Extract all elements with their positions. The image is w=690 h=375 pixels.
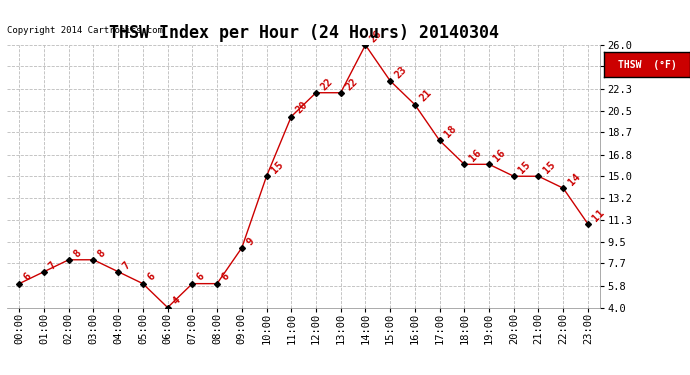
Text: 6: 6 <box>22 272 34 283</box>
Text: 8: 8 <box>72 248 83 259</box>
Text: 14: 14 <box>566 171 582 188</box>
Text: 18: 18 <box>442 124 458 140</box>
Text: 7: 7 <box>47 260 58 271</box>
Text: THSW Index per Hour (24 Hours) 20140304: THSW Index per Hour (24 Hours) 20140304 <box>108 24 499 42</box>
Text: 20: 20 <box>294 100 310 116</box>
Text: 9: 9 <box>244 236 256 247</box>
Text: 26: 26 <box>368 28 384 44</box>
Text: 22: 22 <box>319 76 335 92</box>
Text: Copyright 2014 Cartronics.com: Copyright 2014 Cartronics.com <box>7 26 163 34</box>
Text: 15: 15 <box>269 159 285 176</box>
Text: 6: 6 <box>220 272 231 283</box>
Text: 22: 22 <box>344 76 359 92</box>
Text: 16: 16 <box>492 148 508 164</box>
Text: 7: 7 <box>121 260 132 271</box>
Text: THSW  (°F): THSW (°F) <box>618 60 676 70</box>
Text: 16: 16 <box>467 148 483 164</box>
Text: 6: 6 <box>195 272 206 283</box>
Text: 6: 6 <box>146 272 157 283</box>
Text: 15: 15 <box>517 159 533 176</box>
Text: 15: 15 <box>541 159 558 176</box>
Text: 8: 8 <box>96 248 108 259</box>
Text: 4: 4 <box>170 295 182 307</box>
Text: 21: 21 <box>417 88 433 104</box>
Text: 11: 11 <box>591 207 607 223</box>
Text: 23: 23 <box>393 64 409 80</box>
